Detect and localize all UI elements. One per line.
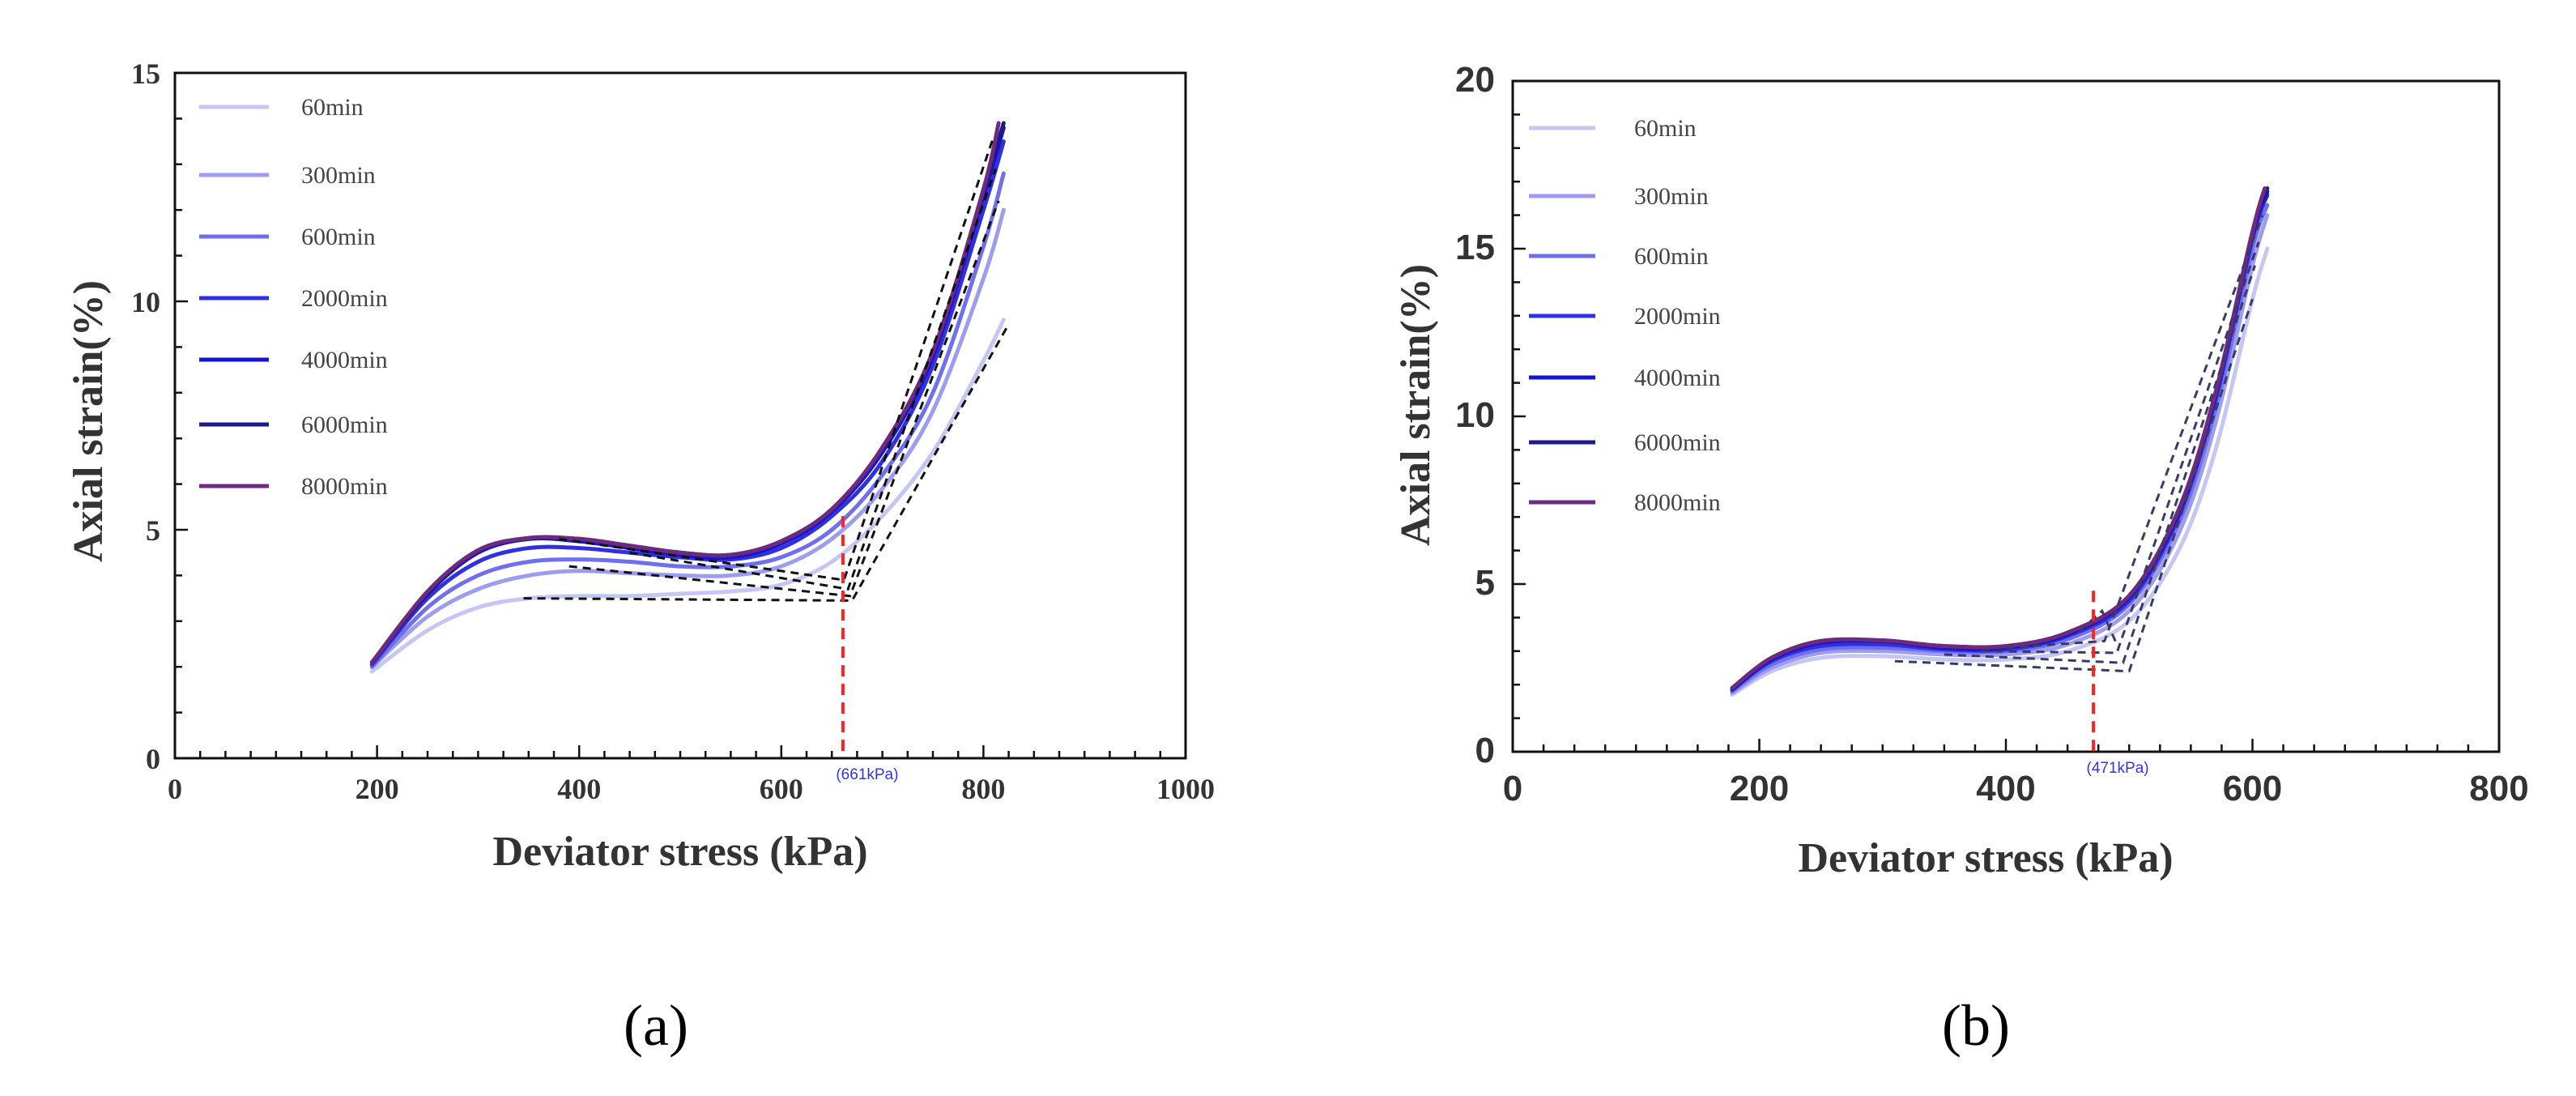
x-tick-labels-b: 0 200 400 600 800 [1503, 769, 2529, 808]
legend-label: 60min [301, 94, 364, 121]
y-tick-label: 5 [1475, 563, 1495, 603]
y-tick-label: 15 [1455, 228, 1495, 267]
tick-marks-a [173, 71, 1187, 760]
panel-label-a: (a) [624, 993, 688, 1058]
series-line-2000min [369, 139, 1006, 667]
legend-label: 2000min [301, 285, 388, 312]
x-tick-label: 400 [1976, 769, 2035, 808]
panel-label-b: (b) [1942, 993, 2010, 1058]
dashed-lines-b [1894, 215, 2264, 673]
legend-label: 8000min [1634, 489, 1721, 516]
dashed-construction-line [2079, 608, 2118, 646]
y-tick-label: 15 [131, 58, 160, 90]
dashed-construction-line [559, 136, 995, 582]
series-line-600min [369, 171, 1006, 669]
panel-b: (471kPa) 0 200 400 600 800 0 5 10 15 20 60min 300… [1393, 60, 2529, 1058]
y-tick-label: 5 [146, 514, 160, 547]
legend-label: 8000min [301, 473, 388, 500]
annotation-b: (471kPa) [2087, 760, 2149, 777]
legend-label: 60min [1634, 115, 1697, 142]
series-line-60min [369, 318, 1006, 674]
x-tick-label: 0 [1503, 769, 1522, 808]
series-line-300min [1730, 213, 2270, 696]
y-tick-labels-b: 0 5 10 15 20 [1455, 60, 1495, 770]
x-tick-label: 200 [1730, 769, 1789, 808]
legend-a: 60min 300min 600min 2000min 4000min 6000min 80… [199, 94, 388, 500]
x-tick-label: 800 [2469, 769, 2528, 808]
x-tick-label: 0 [168, 773, 182, 805]
series-group-a [369, 121, 1006, 674]
x-tick-label: 600 [2223, 769, 2282, 808]
y-tick-label: 10 [131, 286, 160, 318]
x-tick-label: 200 [356, 773, 399, 805]
series-line-60min [1730, 246, 2270, 697]
series-line-600min [1730, 203, 2270, 693]
panel-a: (661kPa) 0 200 400 600 800 1000 0 5 10 15 60min 3… [66, 58, 1215, 1058]
series-group-b [1730, 186, 2270, 697]
dashed-construction-line [523, 323, 1010, 602]
legend-label: 2000min [1634, 303, 1721, 330]
series-line-300min [369, 207, 1006, 669]
x-tick-label: 600 [760, 773, 803, 805]
legend-label: 300min [1634, 183, 1709, 210]
legend-label: 4000min [301, 347, 388, 373]
x-axis-title-b: Deviator stress (kPa) [1798, 835, 2173, 881]
series-line-6000min [1730, 186, 2270, 690]
x-tick-label: 400 [557, 773, 601, 805]
legend-label: 300min [301, 162, 376, 189]
x-tick-labels-a: 0 200 400 600 800 1000 [168, 773, 1215, 805]
x-tick-label: 800 [961, 773, 1005, 805]
dashed-construction-line [629, 168, 997, 591]
y-tick-label: 0 [1475, 731, 1495, 770]
y-tick-label: 10 [1455, 395, 1495, 435]
series-line-4000min [1730, 190, 2270, 692]
legend-b: 60min 300min 600min 2000min 4000min 6000min 80… [1529, 115, 1721, 516]
legend-label: 6000min [1634, 429, 1721, 456]
dashed-lines-a [523, 136, 1010, 602]
legend-label: 600min [301, 224, 376, 250]
dashed-construction-line [1944, 265, 2256, 664]
y-tick-labels-a: 0 5 10 15 [131, 58, 160, 775]
dashed-construction-line [568, 200, 1000, 598]
series-line-8000min [369, 121, 1001, 665]
legend-label: 4000min [1634, 365, 1721, 391]
dashed-construction-line [1894, 298, 2254, 673]
y-axis-title-a: Axial strain(%) [66, 280, 112, 562]
y-tick-label: 20 [1455, 60, 1495, 100]
series-line-2000min [1730, 193, 2270, 692]
y-axis-title-b: Axial strain(%) [1393, 264, 1439, 546]
tick-marks-b [1511, 79, 2501, 753]
series-line-8000min [1730, 186, 2267, 690]
dashed-construction-line [1981, 241, 2260, 655]
y-tick-label: 0 [146, 743, 160, 775]
legend-label: 6000min [301, 412, 388, 438]
x-axis-title-a: Deviator stress (kPa) [492, 829, 867, 875]
legend-label: 600min [1634, 243, 1709, 270]
dashed-construction-line [2005, 215, 2264, 650]
annotation-a: (661kPa) [836, 766, 898, 783]
x-tick-label: 1000 [1156, 773, 1215, 805]
